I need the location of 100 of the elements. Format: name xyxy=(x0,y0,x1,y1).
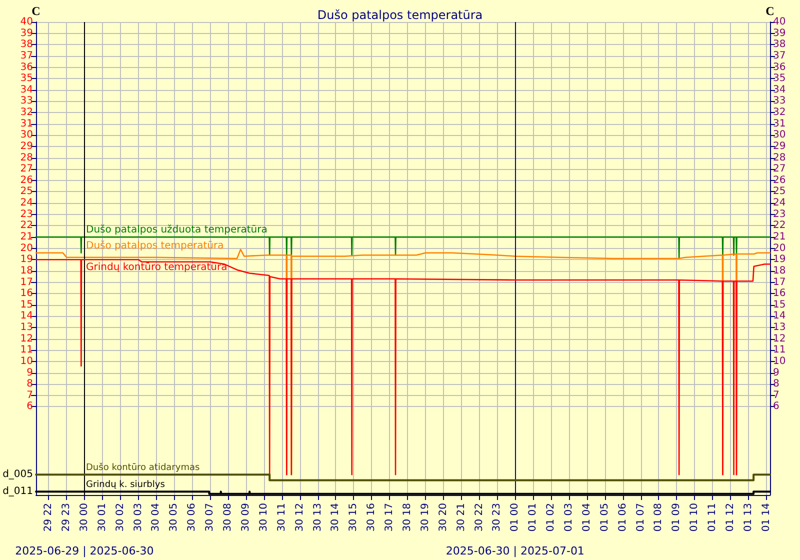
y-tick-label: 25 xyxy=(20,186,33,198)
x-tick-label: 30 19 xyxy=(420,503,431,532)
y-tick-label: 29 xyxy=(20,140,33,152)
y-tick-label: 39 xyxy=(20,28,33,39)
x-tick-label: 30 08 xyxy=(222,503,234,532)
x-tick-label: 01 09 xyxy=(671,503,682,532)
y2-tick-label: 40 xyxy=(773,16,786,28)
y-tick-label: 17 xyxy=(20,276,33,288)
y2-tick-label: 27 xyxy=(773,164,786,175)
y2-tick-label: 14 xyxy=(773,310,786,322)
y2-tick-label: 30 xyxy=(773,130,786,141)
x-tick-label: 30 14 xyxy=(330,503,342,532)
x-tick-label: 01 07 xyxy=(635,503,646,532)
y-tick-label: 31 xyxy=(20,118,33,130)
x-tick-label: 29 22 xyxy=(43,503,54,532)
x-tick-label: 30 16 xyxy=(366,503,378,532)
y-tick-label: 19 xyxy=(20,254,33,266)
y-tick-label: 32 xyxy=(20,107,33,118)
x-tick-label: 30 09 xyxy=(240,503,252,532)
y2-tick-label: 11 xyxy=(773,344,786,356)
x-tick-label: 01 06 xyxy=(617,503,628,532)
x-tick-label: 30 22 xyxy=(474,503,485,532)
y2-tick-label: 23 xyxy=(773,208,786,220)
x-tick-label: 01 04 xyxy=(581,503,592,532)
y-tick-label: 11 xyxy=(20,344,33,356)
y-tick-label: 23 xyxy=(20,208,33,220)
x-tick-label: 01 02 xyxy=(546,503,557,532)
y-tick-label: 30 xyxy=(20,130,33,141)
y2-tick-label: 34 xyxy=(773,84,786,96)
y2-tick-label: 7 xyxy=(773,390,780,401)
y2-tick-label: 32 xyxy=(773,107,786,118)
x-tick-label: 30 17 xyxy=(384,503,396,532)
y2-tick-label: 12 xyxy=(773,333,786,344)
y2-axis-title: C xyxy=(766,4,774,18)
y2-tick-label: 29 xyxy=(773,140,786,152)
y2-tick-label: 17 xyxy=(773,276,786,288)
y-tick-label: 35 xyxy=(20,73,33,84)
x-tick-label: 01 11 xyxy=(707,503,718,532)
x-tick-label: 01 12 xyxy=(725,503,736,532)
x-tick-label: 30 21 xyxy=(456,503,467,532)
x-tick-label: 01 01 xyxy=(528,503,539,532)
y2-tick-label: 33 xyxy=(773,96,786,107)
x-tick-label: 30 05 xyxy=(168,503,180,532)
x-tick-label: 01 14 xyxy=(760,503,772,532)
x-tick-label: 30 00 xyxy=(78,503,90,532)
y-tick-label: 20 xyxy=(20,242,33,254)
x-tick-label: 30 13 xyxy=(312,503,324,532)
y-tick-label: 8 xyxy=(26,378,33,390)
y-tick-label: 6 xyxy=(26,401,33,412)
x-tick-label: 30 02 xyxy=(114,503,126,532)
y2-tick-label: 35 xyxy=(773,73,786,84)
y-tick-label: 28 xyxy=(20,152,33,164)
y-tick-label: 15 xyxy=(20,299,33,310)
y-tick-label: 22 xyxy=(20,220,33,232)
text: 2025-06-30 | 2025-07-01 xyxy=(446,544,584,558)
text: d_011 xyxy=(2,486,33,498)
y-tick-label: 9 xyxy=(26,367,33,378)
y-tick-label: 12 xyxy=(20,333,33,344)
series-label: Grindų k. siurblys xyxy=(86,480,166,490)
x-tick-label: 01 13 xyxy=(742,503,754,532)
y2-tick-label: 6 xyxy=(773,401,780,412)
y2-tick-label: 18 xyxy=(773,265,786,276)
series-label: Dušo patalpos temperatūra xyxy=(86,240,224,252)
x-tick-label: 30 20 xyxy=(438,503,449,532)
y2-tick-label: 9 xyxy=(773,367,780,378)
x-tick-label: 01 10 xyxy=(689,503,700,532)
y2-tick-label: 19 xyxy=(773,254,786,266)
x-tick-label: 30 10 xyxy=(258,503,270,532)
y-tick-label: 27 xyxy=(20,164,33,175)
y-tick-label: 13 xyxy=(20,322,33,334)
y-tick-label: 21 xyxy=(20,232,33,242)
y-tick-label: 33 xyxy=(20,96,33,107)
y-tick-label: 10 xyxy=(20,356,33,367)
series-label: Dušo patalpos užduota temperatūra xyxy=(86,224,268,236)
y-tick-label: 37 xyxy=(20,50,33,62)
y-tick-label: 34 xyxy=(20,84,33,96)
y2-tick-label: 25 xyxy=(773,186,786,198)
x-tick-label: 30 03 xyxy=(132,503,144,532)
x-tick-label: 30 18 xyxy=(402,503,413,532)
y2-tick-label: 37 xyxy=(773,50,786,62)
y2-tick-label: 24 xyxy=(773,198,786,209)
y2-tick-label: 28 xyxy=(773,152,786,164)
y-tick-label: 18 xyxy=(20,265,33,276)
x-tick-label: 30 07 xyxy=(204,503,216,532)
y2-tick-label: 16 xyxy=(773,288,786,300)
y-tick-label: 7 xyxy=(26,390,33,401)
x-tick-label: 30 06 xyxy=(186,503,198,532)
x-tick-label: 01 00 xyxy=(510,503,521,532)
y-tick-label: 14 xyxy=(20,310,33,322)
y2-tick-label: 31 xyxy=(773,118,786,130)
x-tick-label: 30 04 xyxy=(150,503,162,532)
y-tick-label: 36 xyxy=(20,62,33,73)
x-tick-label: 30 12 xyxy=(294,503,306,532)
y-axis-title: C xyxy=(32,4,40,18)
x-tick-label: 01 03 xyxy=(564,503,574,532)
y-tick-label: 38 xyxy=(20,39,33,50)
x-tick-label: 30 01 xyxy=(96,503,108,532)
x-tick-label: 01 08 xyxy=(653,503,664,532)
chart-title: Dušo patalpos temperatūra xyxy=(317,8,483,22)
y-tick-label: 40 xyxy=(20,16,33,28)
